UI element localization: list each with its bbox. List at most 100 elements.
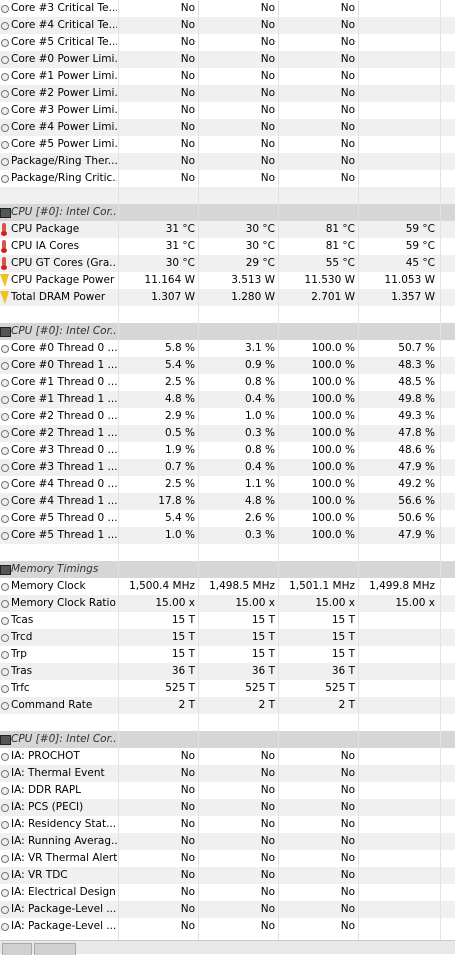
- sensor-row[interactable]: Command Rate 2 T 2 T 2 T: [0, 697, 455, 714]
- max-value: No: [340, 87, 355, 99]
- min-value: 30 °C: [245, 240, 275, 252]
- sensor-row[interactable]: IA: Package-Level ... No No No: [0, 901, 455, 918]
- current-value: No: [180, 750, 195, 762]
- sensor-name: Command Rate: [11, 699, 93, 711]
- sensor-name: Core #2 Thread 1 ...: [11, 427, 117, 439]
- sensor-name: Trp: [11, 648, 27, 660]
- sensor-row[interactable]: Core #1 Thread 0 ... 2.5 % 0.8 % 100.0 % 48.…: [0, 374, 455, 391]
- group-title: CPU [#0]: Intel Cor...: [11, 733, 117, 745]
- min-value: 1.280 W: [231, 291, 275, 303]
- sensor-row[interactable]: Core #0 Thread 1 ... 5.4 % 0.9 % 100.0 % 48.…: [0, 357, 455, 374]
- sensor-row[interactable]: IA: DDR RAPL No No No: [0, 782, 455, 799]
- circle-icon: [0, 376, 9, 389]
- column-divider: [118, 0, 119, 940]
- bottom-tab[interactable]: [2, 943, 32, 955]
- sensor-row[interactable]: IA: Electrical Design... No No No: [0, 884, 455, 901]
- sensor-name: Core #4 Critical Te...: [11, 19, 117, 31]
- sensor-row[interactable]: IA: Running Averag... No No No: [0, 833, 455, 850]
- sensor-row[interactable]: Tras 36 T 36 T 36 T: [0, 663, 455, 680]
- sensor-row[interactable]: Core #2 Power Limi... No No No: [0, 85, 455, 102]
- current-value: 5.4 %: [164, 512, 195, 524]
- current-value: No: [180, 70, 195, 82]
- sensor-row[interactable]: IA: VR TDC No No No: [0, 867, 455, 884]
- sensor-row[interactable]: Total DRAM Power 1.307 W 1.280 W 2.701 W 1.3…: [0, 289, 455, 306]
- sensor-row[interactable]: Core #4 Critical Te... No No No: [0, 17, 455, 34]
- circle-icon: [0, 869, 9, 882]
- sensor-row[interactable]: Core #2 Thread 1 ... 0.5 % 0.3 % 100.0 % 47.…: [0, 425, 455, 442]
- max-value: No: [340, 818, 355, 830]
- sensor-row[interactable]: Core #1 Power Limi... No No No: [0, 68, 455, 85]
- sensor-row[interactable]: Trcd 15 T 15 T 15 T: [0, 629, 455, 646]
- min-value: No: [260, 818, 275, 830]
- circle-icon: [0, 529, 9, 542]
- sensor-row[interactable]: Core #5 Thread 1 ... 1.0 % 0.3 % 100.0 % 47.…: [0, 527, 455, 544]
- sensor-row[interactable]: IA: PCS (PECI) No No No: [0, 799, 455, 816]
- min-value: 0.4 %: [244, 461, 275, 473]
- sensor-row[interactable]: Trfc 525 T 525 T 525 T: [0, 680, 455, 697]
- bottom-tab[interactable]: [34, 943, 76, 955]
- sensor-row[interactable]: Core #4 Thread 1 ... 17.8 % 4.8 % 100.0 % 56…: [0, 493, 455, 510]
- sensor-name: Package/Ring Ther...: [11, 155, 117, 167]
- sensor-row[interactable]: Core #3 Thread 0 ... 1.9 % 0.8 % 100.0 % 48.…: [0, 442, 455, 459]
- min-value: 30 °C: [245, 223, 275, 235]
- sensor-name: Core #4 Thread 1 ...: [11, 495, 117, 507]
- sensor-row[interactable]: Core #5 Power Limi... No No No: [0, 136, 455, 153]
- sensor-row[interactable]: Core #3 Critical Te... No No No: [0, 0, 455, 17]
- group-title: CPU [#0]: Intel Cor...: [11, 206, 117, 218]
- sensor-name: CPU Package: [11, 223, 80, 235]
- sensor-row[interactable]: Core #3 Thread 1 ... 0.7 % 0.4 % 100.0 % 47.…: [0, 459, 455, 476]
- current-value: 0.5 %: [164, 427, 195, 439]
- group-header-row[interactable]: CPU [#0]: Intel Cor...: [0, 323, 455, 340]
- current-value: No: [180, 19, 195, 31]
- sensor-row[interactable]: Core #4 Thread 0 ... 2.5 % 1.1 % 100.0 % 49.…: [0, 476, 455, 493]
- circle-icon: [0, 818, 9, 831]
- sensor-row[interactable]: Core #5 Thread 0 ... 5.4 % 2.6 % 100.0 % 50.…: [0, 510, 455, 527]
- average-value: 47.9 %: [398, 461, 435, 473]
- max-value: No: [340, 886, 355, 898]
- sensor-row[interactable]: IA: Residency Stat... No No No: [0, 816, 455, 833]
- min-value: No: [260, 121, 275, 133]
- sensor-name: IA: VR TDC: [11, 869, 68, 881]
- group-header-row[interactable]: CPU [#0]: Intel Cor...: [0, 204, 455, 221]
- circle-icon: [0, 2, 9, 15]
- sensor-name: Core #2 Power Limi...: [11, 87, 117, 99]
- current-value: No: [180, 104, 195, 116]
- sensor-row[interactable]: Core #4 Power Limi... No No No: [0, 119, 455, 136]
- sensor-name: Core #4 Thread 0 ...: [11, 478, 117, 490]
- sensor-row[interactable]: IA: VR Thermal Alert No No No: [0, 850, 455, 867]
- sensor-row[interactable]: CPU IA Cores 31 °C 30 °C 81 °C 59 °C: [0, 238, 455, 255]
- sensor-row[interactable]: Core #2 Thread 0 ... 2.9 % 1.0 % 100.0 % 49.…: [0, 408, 455, 425]
- sensor-row[interactable]: CPU Package Power 11.164 W 3.513 W 11.530 W…: [0, 272, 455, 289]
- current-value: 15 T: [171, 631, 195, 643]
- min-value: 4.8 %: [244, 495, 275, 507]
- sensor-row[interactable]: Tcas 15 T 15 T 15 T: [0, 612, 455, 629]
- sensor-row[interactable]: Memory Clock Ratio 15.00 x 15.00 x 15.00 x 1…: [0, 595, 455, 612]
- max-value: No: [340, 835, 355, 847]
- current-value: 11.164 W: [144, 274, 195, 286]
- group-header-row[interactable]: CPU [#0]: Intel Cor...: [0, 731, 455, 748]
- max-value: 100.0 %: [311, 529, 355, 541]
- sensor-row[interactable]: Core #0 Power Limi... No No No: [0, 51, 455, 68]
- sensor-name: CPU GT Cores (Gra...: [11, 257, 117, 269]
- sensor-row[interactable]: CPU GT Cores (Gra... 30 °C 29 °C 55 °C 45 °C: [0, 255, 455, 272]
- min-value: 15 T: [251, 631, 275, 643]
- current-value: No: [180, 903, 195, 915]
- sensor-name: IA: Residency Stat...: [11, 818, 117, 830]
- sensor-row[interactable]: CPU Package 31 °C 30 °C 81 °C 59 °C: [0, 221, 455, 238]
- sensor-row[interactable]: Core #1 Thread 1 ... 4.8 % 0.4 % 100.0 % 49.…: [0, 391, 455, 408]
- sensor-row[interactable]: IA: Package-Level ... No No No: [0, 918, 455, 935]
- power-bolt-icon: [0, 274, 9, 287]
- sensor-row[interactable]: Core #3 Power Limi... No No No: [0, 102, 455, 119]
- sensor-row[interactable]: Core #5 Critical Te... No No No: [0, 34, 455, 51]
- sensor-row[interactable]: Package/Ring Critic... No No No: [0, 170, 455, 187]
- sensor-row[interactable]: Core #0 Thread 0 ... 5.8 % 3.1 % 100.0 % 50.…: [0, 340, 455, 357]
- sensor-row[interactable]: IA: PROCHOT No No No: [0, 748, 455, 765]
- sensor-row[interactable]: IA: Thermal Event No No No: [0, 765, 455, 782]
- horizontal-scrollbar[interactable]: [0, 940, 455, 955]
- sensor-row[interactable]: Memory Clock 1,500.4 MHz 1,498.5 MHz 1,501.…: [0, 578, 455, 595]
- group-header-row[interactable]: Memory Timings: [0, 561, 455, 578]
- sensor-row[interactable]: Trp 15 T 15 T 15 T: [0, 646, 455, 663]
- sensor-row[interactable]: Package/Ring Ther... No No No: [0, 153, 455, 170]
- sensor-name: Package/Ring Critic...: [11, 172, 117, 184]
- group-title: Memory Timings: [11, 563, 99, 575]
